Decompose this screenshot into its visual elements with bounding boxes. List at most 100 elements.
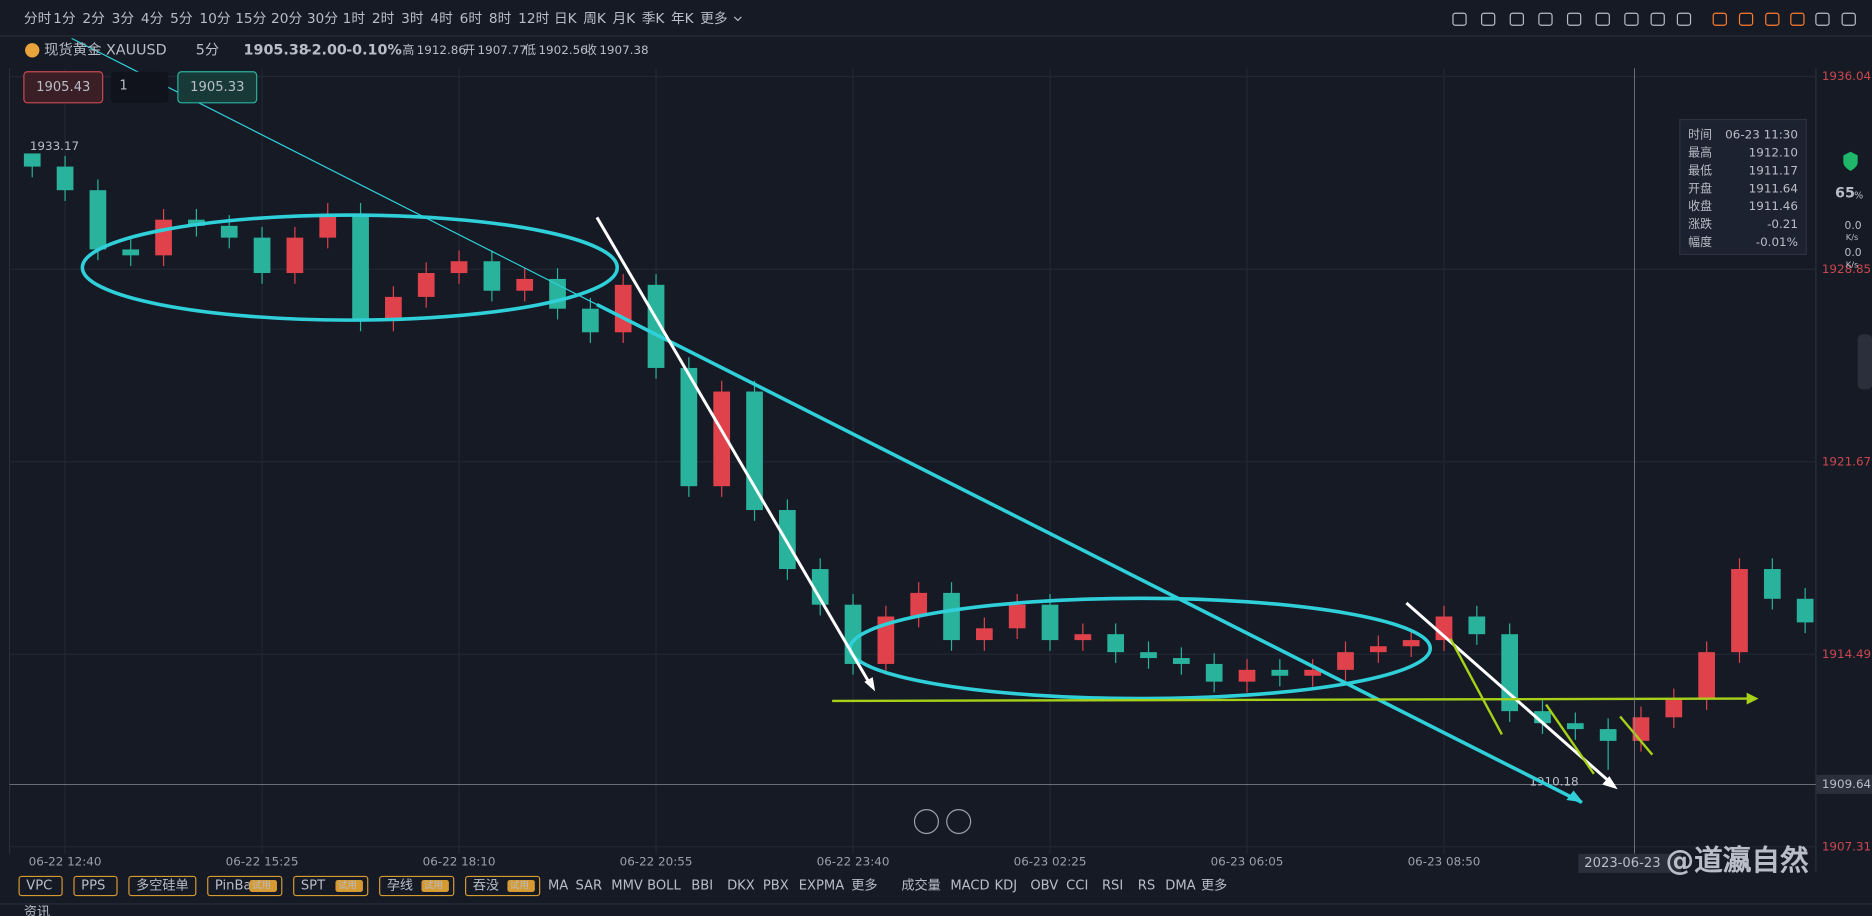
arrowhead bbox=[864, 677, 876, 692]
candle-body bbox=[1238, 669, 1256, 682]
indicator[interactable]: MMV bbox=[611, 879, 643, 894]
tooltip-box bbox=[1679, 118, 1807, 256]
indicator[interactable]: 更多 bbox=[1201, 877, 1227, 894]
candle-body bbox=[1698, 652, 1716, 700]
period-button[interactable]: 20分 bbox=[271, 11, 302, 27]
tool-icon[interactable] bbox=[1738, 12, 1754, 26]
indicator[interactable]: OBV bbox=[1030, 879, 1058, 894]
candle-body bbox=[1632, 717, 1650, 741]
tool-icon[interactable] bbox=[1595, 12, 1610, 26]
side-toggle[interactable] bbox=[1857, 334, 1872, 390]
tooltip-value: 06-23 11:30 bbox=[1725, 128, 1798, 142]
period-button[interactable]: 更多 bbox=[700, 10, 727, 27]
candle-body bbox=[811, 569, 829, 605]
period-button[interactable]: 3时 bbox=[401, 11, 424, 27]
y-tick-label: 1907.31 bbox=[1822, 839, 1871, 853]
indicator[interactable]: BOLL bbox=[647, 879, 681, 894]
candle-body bbox=[680, 367, 698, 487]
period-button[interactable]: 2分 bbox=[82, 11, 105, 27]
period-button[interactable]: 30分 bbox=[307, 11, 338, 27]
tool-icon[interactable] bbox=[1815, 12, 1830, 26]
tool-icon[interactable] bbox=[1481, 12, 1496, 26]
pattern-button[interactable] bbox=[465, 875, 541, 897]
indicator[interactable]: KDJ bbox=[995, 879, 1018, 894]
pattern-button[interactable] bbox=[128, 875, 197, 897]
period-button[interactable]: 分时 bbox=[24, 11, 52, 27]
tool-icon[interactable] bbox=[1841, 12, 1856, 26]
tool-icon[interactable] bbox=[1712, 12, 1727, 26]
indicator[interactable]: 成交量 bbox=[901, 877, 940, 894]
period-button[interactable]: 4分 bbox=[141, 11, 164, 27]
tooltip-label: 最低 bbox=[1688, 163, 1712, 177]
pattern-button[interactable] bbox=[293, 875, 369, 897]
period-button[interactable]: 6时 bbox=[460, 11, 483, 27]
tool-icon[interactable] bbox=[1509, 12, 1524, 26]
indicator[interactable]: DKX bbox=[727, 879, 755, 894]
buy-box[interactable] bbox=[177, 71, 258, 104]
period-button[interactable]: 15分 bbox=[235, 11, 266, 27]
sell-box[interactable] bbox=[23, 71, 104, 104]
indicator[interactable]: DMA bbox=[1165, 879, 1195, 894]
period-button[interactable]: 年K bbox=[671, 11, 695, 27]
stat-label: 开 bbox=[463, 43, 475, 57]
period-button[interactable]: 3分 bbox=[112, 11, 135, 27]
replay-prev[interactable] bbox=[913, 809, 939, 835]
candle-body bbox=[877, 616, 895, 664]
period-button[interactable]: 12时 bbox=[518, 11, 549, 27]
period-button[interactable]: 4时 bbox=[430, 11, 453, 27]
candle-body bbox=[286, 237, 304, 274]
tool-icon[interactable] bbox=[1765, 12, 1780, 26]
badge: 试用 bbox=[510, 880, 529, 892]
candle-body bbox=[155, 219, 172, 256]
indicator[interactable]: SAR bbox=[575, 879, 602, 894]
pattern-button[interactable] bbox=[207, 875, 283, 897]
period-button[interactable]: 2时 bbox=[372, 11, 395, 27]
indicator[interactable]: EXPMA bbox=[799, 879, 845, 894]
pattern-button[interactable] bbox=[379, 875, 455, 897]
candle-body bbox=[713, 391, 731, 487]
badge-bg bbox=[421, 880, 449, 892]
stat-value: 1907.38 bbox=[599, 43, 648, 57]
period-button[interactable]: 5分 bbox=[170, 11, 193, 27]
candle-body bbox=[614, 284, 632, 333]
symbol-name[interactable]: 现货黄金 XAUUSD bbox=[44, 41, 166, 58]
x-tick-label: 06-23 02:25 bbox=[1014, 855, 1087, 869]
indicator[interactable]: RSI bbox=[1102, 879, 1123, 894]
period-button[interactable]: 季K bbox=[642, 11, 666, 27]
tool-icon[interactable] bbox=[1624, 12, 1639, 26]
replay-next[interactable] bbox=[946, 809, 972, 835]
period-button[interactable]: 8时 bbox=[489, 11, 512, 27]
pattern-button[interactable] bbox=[73, 875, 118, 897]
period-button[interactable]: 1时 bbox=[343, 11, 366, 27]
indicator[interactable]: 更多 bbox=[851, 877, 877, 894]
side-unit: % bbox=[1854, 190, 1863, 201]
indicator[interactable]: CCI bbox=[1066, 879, 1088, 894]
tool-icon[interactable] bbox=[1566, 12, 1582, 26]
indicator[interactable]: MACD bbox=[950, 879, 989, 894]
candle-body bbox=[122, 249, 140, 256]
tool-icon[interactable] bbox=[1650, 12, 1665, 26]
stat-value: 1907.77 bbox=[478, 43, 527, 57]
candle-body bbox=[1337, 652, 1354, 670]
period-button[interactable]: 1分 bbox=[53, 11, 76, 27]
tool-icon[interactable] bbox=[1790, 12, 1805, 26]
qty-box[interactable] bbox=[111, 71, 169, 103]
pattern-button[interactable] bbox=[18, 875, 63, 897]
indicator[interactable]: BBI bbox=[691, 879, 713, 894]
badge: 试用 bbox=[252, 880, 271, 892]
period-button[interactable]: 月K bbox=[612, 11, 636, 27]
symbol-period[interactable]: 5分 bbox=[196, 41, 219, 58]
tool-icon[interactable] bbox=[1676, 12, 1692, 26]
tool-icon[interactable] bbox=[1452, 12, 1467, 26]
tool-icon[interactable] bbox=[1538, 12, 1553, 26]
period-button[interactable]: 日K bbox=[554, 11, 578, 27]
indicator[interactable]: RS bbox=[1138, 879, 1155, 894]
period-button[interactable]: 周K bbox=[583, 11, 607, 27]
indicator[interactable]: PBX bbox=[763, 879, 789, 894]
arrowhead bbox=[1746, 692, 1759, 705]
candle-body bbox=[1796, 598, 1814, 623]
indicator[interactable]: MA bbox=[548, 879, 568, 894]
period-button[interactable]: 10分 bbox=[199, 11, 230, 27]
